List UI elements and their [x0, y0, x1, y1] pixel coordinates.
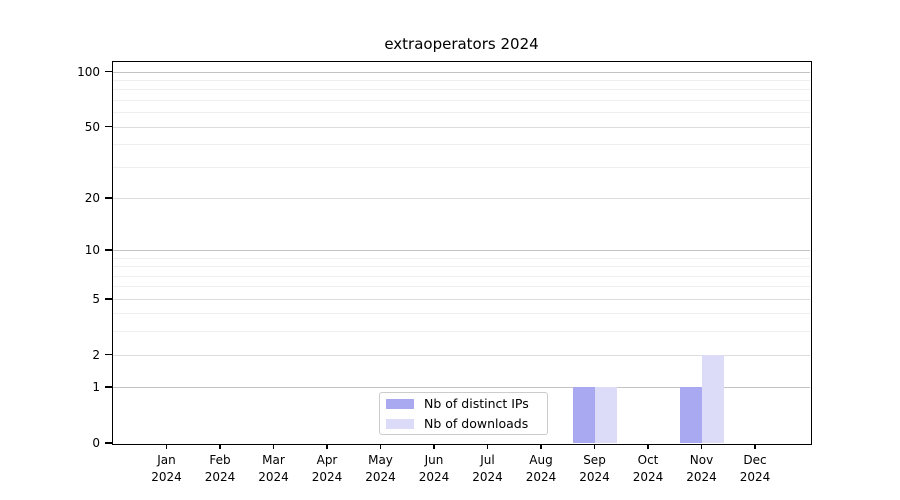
gridline-minor [113, 166, 810, 168]
x-tick-label: Sep 2024 [563, 452, 627, 486]
bar-distinct-ips [572, 387, 595, 443]
legend-row: Nb of distinct IPs [386, 396, 547, 411]
gridline-major [113, 387, 810, 389]
x-tick-year: 2024 [258, 470, 289, 484]
x-tick-year: 2024 [311, 470, 343, 484]
x-tick-mark [326, 444, 328, 449]
gridline-minor [113, 144, 810, 146]
x-tick-month: Oct [637, 453, 659, 467]
gridline-major [113, 354, 810, 356]
y-tick-mark [105, 353, 112, 356]
gridline-minor [113, 112, 810, 114]
gridline-minor [113, 79, 810, 81]
x-tick-label: May 2024 [349, 452, 413, 486]
gridline-minor [113, 286, 810, 288]
gridline-minor [113, 275, 810, 277]
y-tick-label: 100 [77, 64, 100, 79]
x-tick-year: 2024 [686, 470, 717, 484]
x-tick-mark [272, 444, 275, 449]
x-tick-year: 2024 [579, 470, 610, 484]
x-tick-month: Jul [480, 453, 495, 467]
x-tick-label: Oct 2024 [616, 452, 680, 486]
y-tick-mark [105, 298, 112, 300]
gridline-minor [113, 331, 810, 333]
y-tick-mark [105, 442, 112, 444]
bar-downloads [701, 354, 724, 443]
x-tick-month: Mar [262, 453, 285, 467]
bar-downloads [594, 387, 617, 443]
gridline-minor [113, 313, 810, 315]
y-tick-mark [105, 70, 112, 73]
x-tick-year: 2024 [739, 470, 771, 484]
x-tick-mark [593, 444, 596, 449]
x-tick-month: Sep [583, 453, 606, 467]
x-tick-year: 2024 [151, 470, 182, 484]
gridline-minor [113, 89, 810, 91]
plot-area [111, 60, 812, 445]
x-tick-label: Nov 2024 [670, 452, 734, 486]
gridline-major [113, 298, 810, 300]
legend-swatch [386, 418, 414, 429]
x-tick-month: May [368, 453, 393, 467]
x-tick-month: Feb [209, 453, 231, 467]
y-tick-label: 0 [92, 436, 100, 450]
legend-row: Nb of downloads [386, 416, 547, 431]
y-tick-label: 10 [84, 242, 100, 257]
x-tick-year: 2024 [632, 470, 664, 484]
gridline-minor [113, 266, 810, 268]
chart-title: extraoperators 2024 [384, 35, 539, 53]
y-tick-label: 5 [92, 291, 100, 306]
gridline-major [113, 126, 810, 128]
y-tick-mark [105, 386, 112, 388]
y-tick-label: 1 [92, 380, 100, 395]
legend-label: Nb of distinct IPs [424, 396, 529, 411]
gridline-major [113, 197, 810, 199]
x-tick-label: Jan 2024 [135, 452, 199, 486]
x-tick-month: Jun [424, 453, 444, 467]
x-tick-mark [219, 444, 221, 449]
y-tick-mark [105, 197, 112, 199]
x-tick-mark [540, 444, 542, 449]
x-tick-label: Jun 2024 [402, 452, 466, 486]
x-tick-label: Feb 2024 [188, 452, 252, 486]
y-tick-label: 2 [92, 347, 100, 362]
x-tick-mark [379, 444, 382, 449]
gridline-major [113, 249, 810, 251]
x-tick-year: 2024 [204, 470, 236, 484]
y-tick-label: 50 [84, 119, 100, 134]
legend-swatch [386, 398, 414, 409]
x-tick-mark [165, 444, 168, 449]
y-tick-label: 20 [84, 190, 100, 205]
x-tick-month: Apr [316, 453, 338, 467]
x-tick-year: 2024 [472, 470, 503, 484]
x-tick-label: Dec 2024 [723, 452, 787, 486]
x-tick-mark [433, 444, 435, 449]
x-tick-month: Aug [529, 453, 553, 467]
x-tick-year: 2024 [525, 470, 557, 484]
legend-label: Nb of downloads [424, 416, 529, 431]
x-tick-year: 2024 [418, 470, 450, 484]
y-tick-mark [105, 125, 112, 128]
gridline-minor [113, 257, 810, 259]
gridline-major [113, 71, 810, 73]
gridline-minor [113, 99, 810, 101]
legend: Nb of distinct IPs Nb of downloads [379, 392, 548, 435]
x-tick-month: Dec [743, 453, 767, 467]
x-tick-label: Mar 2024 [242, 452, 306, 486]
x-tick-label: Jul 2024 [456, 452, 520, 486]
x-tick-label: Apr 2024 [295, 452, 359, 486]
x-tick-month: Nov [689, 453, 714, 467]
x-tick-year: 2024 [365, 470, 396, 484]
x-tick-label: Aug 2024 [509, 452, 573, 486]
x-tick-mark [647, 444, 649, 449]
x-tick-mark [700, 444, 703, 449]
x-tick-mark [486, 444, 489, 449]
x-tick-mark [754, 444, 756, 449]
x-tick-month: Jan [157, 453, 176, 467]
y-tick-mark [105, 249, 112, 251]
bar-distinct-ips [679, 387, 702, 443]
